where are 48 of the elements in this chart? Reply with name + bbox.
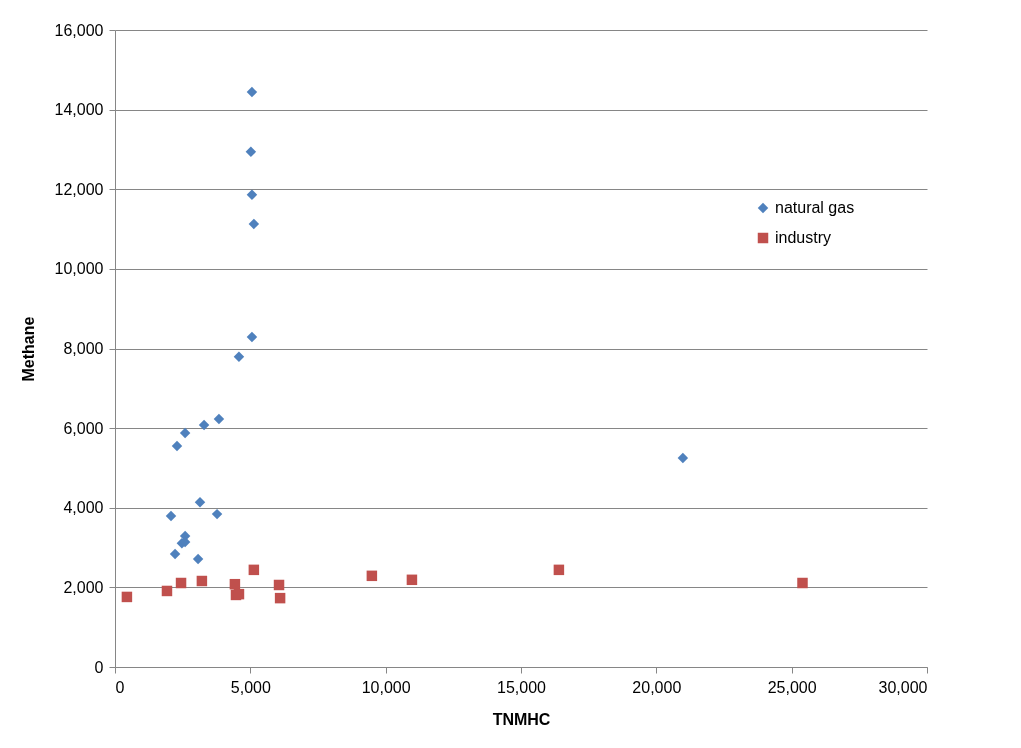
x-tick-label: 5,000	[230, 678, 271, 696]
legend-label: industry	[775, 229, 832, 246]
x-tick-label: 25,000	[767, 678, 817, 696]
x-tick-label: 0	[115, 678, 125, 696]
point	[175, 577, 187, 589]
point	[246, 189, 258, 201]
point	[171, 440, 183, 452]
point	[211, 508, 223, 520]
y-tick-label: 14,000	[54, 101, 104, 119]
point	[677, 452, 689, 464]
x-tick-label: 15,000	[497, 678, 547, 696]
point	[366, 570, 378, 582]
legend-label: natural gas	[775, 199, 855, 216]
point	[248, 218, 260, 230]
point	[229, 578, 241, 590]
point	[248, 564, 260, 576]
y-tick-label: 10,000	[54, 260, 104, 278]
y-tick-label: 16,000	[54, 21, 104, 39]
point	[553, 564, 565, 576]
y-tick-label: 4,000	[63, 499, 104, 517]
x-tick-label: 10,000	[361, 678, 411, 696]
point	[274, 592, 286, 604]
x-tick-label: 30,000	[878, 678, 928, 696]
point	[161, 585, 173, 597]
point	[179, 427, 191, 439]
point	[273, 579, 285, 591]
point	[196, 575, 208, 587]
point	[797, 577, 808, 589]
point	[165, 510, 177, 522]
y-tick-label: 6,000	[63, 419, 104, 437]
y-tick-label: 12,000	[54, 180, 104, 198]
y-tick-label: 8,000	[63, 340, 104, 357]
point	[198, 419, 210, 431]
point	[213, 413, 225, 425]
y-tick-label: 0	[94, 658, 104, 676]
point	[192, 553, 204, 565]
point	[406, 574, 418, 586]
point	[246, 86, 258, 98]
point	[169, 548, 181, 560]
x-axis-title: TNMHC	[492, 710, 551, 728]
point	[245, 146, 257, 158]
x-tick-label: 20,000	[632, 678, 682, 696]
point	[233, 351, 245, 363]
y-axis-title: Methane	[19, 316, 37, 382]
y-tick-label: 2,000	[63, 578, 104, 596]
point	[246, 331, 258, 343]
point	[194, 496, 206, 508]
point	[121, 591, 133, 603]
